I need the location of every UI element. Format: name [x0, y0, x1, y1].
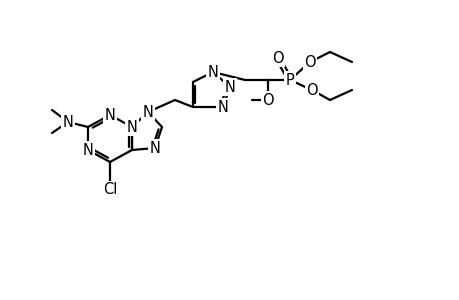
Text: N: N: [126, 119, 137, 134]
Text: N: N: [149, 140, 160, 155]
Text: N: N: [82, 142, 93, 158]
Text: N: N: [142, 104, 153, 119]
Text: O: O: [262, 92, 273, 107]
Text: O: O: [272, 50, 283, 65]
Text: N: N: [217, 100, 228, 115]
Text: N: N: [207, 64, 218, 80]
Text: O: O: [303, 55, 315, 70]
Text: N: N: [104, 107, 115, 122]
Text: N: N: [62, 115, 73, 130]
Text: N: N: [224, 80, 235, 94]
Text: P: P: [285, 73, 294, 88]
Text: O: O: [306, 82, 317, 98]
Text: Cl: Cl: [103, 182, 117, 197]
